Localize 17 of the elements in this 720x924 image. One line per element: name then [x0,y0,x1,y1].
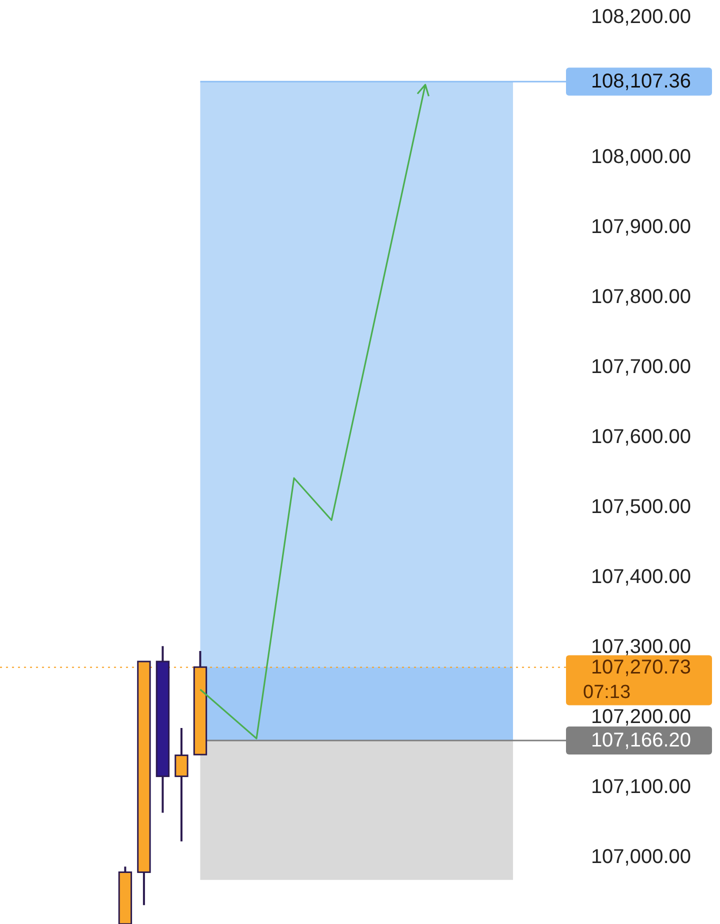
y-tick-label: 107,500.00 [590,496,692,518]
y-tick-label: 107,300.00 [590,636,692,658]
y-tick-label: 107,200.00 [590,706,692,728]
ref-line-label: 107,166.20 [590,729,692,752]
y-tick-label: 107,600.00 [590,426,692,448]
text: 07:13 [583,682,631,703]
y-tick-label: 107,000.00 [590,846,692,868]
y-tick-label: 107,700.00 [590,356,692,378]
y-tick-label: 107,900.00 [590,216,692,238]
y-tick-label: 108,200.00 [590,6,692,28]
y-tick-label: 107,400.00 [590,566,692,588]
y-tick-label: 107,800.00 [590,286,692,308]
ref-line-label: 108,107.36 [590,70,692,93]
y-tick-label: 108,000.00 [590,146,692,168]
ref-line-label: 107,270.73 [590,656,692,678]
candlestick [174,727,188,842]
y-tick-label: 107,100.00 [590,776,692,798]
